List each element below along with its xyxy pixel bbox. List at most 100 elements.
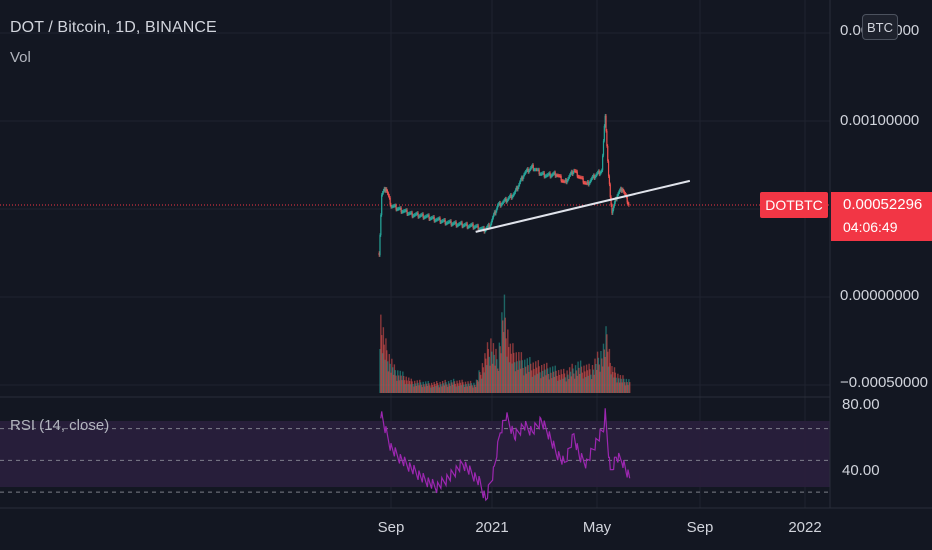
candle-body [482,227,484,229]
candle-body [385,188,387,192]
volume-bar [613,367,616,393]
volume-bar [441,386,443,393]
currency-scale-button[interactable]: BTC [862,14,898,40]
volume-bar [596,351,599,393]
candle-body [458,223,461,225]
volume-bar [596,369,598,393]
volume-bar [492,343,495,393]
candle-body [471,224,473,226]
candle-body [548,173,550,175]
trendline[interactable] [475,179,691,233]
volume-bar [605,326,607,393]
volume-bar [620,378,622,393]
candle-body [557,175,559,177]
candle-body [491,220,493,224]
candle-body [439,218,441,223]
candle-body [607,161,610,177]
volume-bar [619,375,622,393]
candle-body [398,208,401,210]
volume-bar [612,377,615,393]
candle-body [545,175,547,177]
candle-body [493,211,495,215]
candle-body [405,210,407,212]
volume-bar [503,294,506,393]
volume-bar [535,367,538,393]
volume-bar [408,381,411,393]
candle-body [474,226,476,228]
candle-body [524,173,526,175]
volume-bar [469,380,472,393]
candle-body [614,198,616,203]
volume-bar [526,358,528,393]
candle-body [602,155,604,171]
volume-bar [457,383,459,393]
candle-body [457,224,459,226]
candle-body [604,115,606,126]
volume-bar [386,361,389,393]
volume-bar [622,375,624,393]
candle-body [387,191,389,194]
candle-body [553,172,555,174]
volume-bar [615,377,617,393]
candle-body [480,228,483,230]
candle-body [591,176,594,179]
volume-bar [429,385,431,393]
candle-body [395,205,397,210]
volume-bar [527,365,529,393]
volume-bar [611,366,613,393]
candle-body [522,176,524,180]
candle-body [400,207,402,213]
volume-bar [398,380,401,393]
candle-body [451,224,453,226]
volume-bar [572,368,574,393]
volume-bar [449,385,451,393]
candle-body [628,203,630,206]
volume-bar [575,370,578,393]
candle-body [537,169,539,171]
volume-bar [628,379,630,393]
price-tick: 0.00000000 [840,287,920,304]
rsi-tick: 80.00 [842,396,880,413]
volume-bar [514,371,517,393]
candle-body [582,177,584,183]
volume-bar [501,312,503,393]
volume-bar [490,338,492,393]
candle-body [563,181,565,183]
volume-bar [422,381,424,393]
candle-body [525,171,527,174]
volume-bar [579,373,581,393]
candle-body [529,169,531,171]
volume-bar [388,354,391,393]
volume-bar [515,352,517,393]
candle-body [624,193,627,196]
volume-bar [555,370,557,393]
volume-bar [414,380,416,393]
candle-body [420,214,423,216]
volume-bar [463,384,465,393]
candle-body [591,178,593,180]
candle-body [443,219,445,221]
candle-body [481,228,484,230]
candle-body [554,172,556,177]
candle-body [497,205,499,208]
volume-bar [567,374,569,393]
candle-body [499,202,501,207]
volume-bar [396,380,398,393]
candle-body [572,172,574,175]
candle-body [569,173,572,176]
candle-body [419,215,421,217]
volume-bar [571,363,573,393]
candle-body [520,177,522,180]
volume-bar [541,370,544,393]
volume-bar [507,347,510,393]
candle-body [491,217,494,221]
candle-body [480,228,482,230]
volume-bar [390,372,392,393]
volume-bar [579,360,582,393]
volume-bar [381,353,384,393]
candle-body [621,189,623,192]
candle-body [415,213,417,215]
price-tick: −0.00050000 [840,374,929,391]
candle-body [568,177,570,179]
